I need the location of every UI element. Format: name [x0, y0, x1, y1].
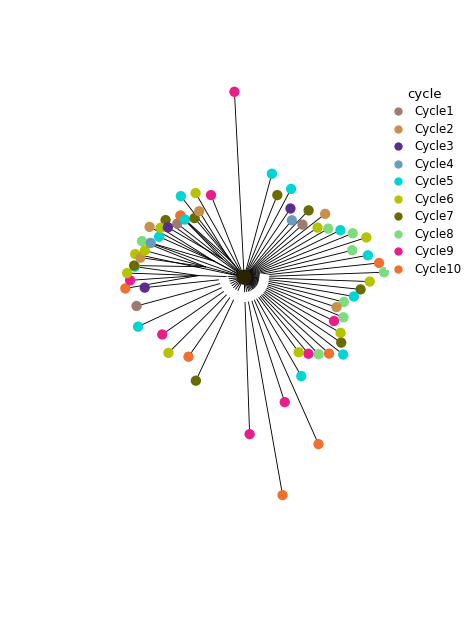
Point [130, 260, 138, 271]
Point [350, 291, 357, 301]
Point [146, 238, 154, 248]
Legend: Cycle1, Cycle2, Cycle3, Cycle4, Cycle5, Cycle6, Cycle7, Cycle8, Cycle9, Cycle10: Cycle1, Cycle2, Cycle3, Cycle4, Cycle5, … [382, 83, 467, 280]
Point [173, 218, 181, 228]
Point [207, 190, 215, 200]
Point [348, 245, 356, 255]
Point [281, 397, 289, 407]
Point [324, 223, 332, 234]
Point [315, 439, 322, 449]
Point [162, 215, 169, 225]
Point [181, 214, 189, 225]
Point [340, 312, 347, 323]
Point [185, 351, 192, 362]
Point [325, 349, 333, 359]
Point [305, 205, 312, 216]
Point [141, 282, 148, 292]
Point [364, 250, 372, 260]
Point [333, 302, 340, 312]
Point [158, 330, 166, 340]
Point [141, 245, 149, 255]
Point [339, 349, 347, 360]
Point [147, 238, 155, 248]
Point [375, 258, 383, 268]
Point [155, 232, 163, 242]
Point [131, 249, 139, 259]
Point [315, 349, 322, 359]
Point [131, 262, 138, 272]
Point [287, 204, 294, 214]
Point [123, 268, 131, 278]
Point [157, 223, 164, 233]
Point [295, 347, 302, 357]
Point [337, 328, 345, 338]
Point [138, 236, 146, 246]
Point [273, 190, 281, 200]
Point [287, 184, 295, 194]
Point [177, 211, 184, 221]
Point [279, 490, 286, 500]
Point [363, 232, 370, 243]
Point [314, 223, 321, 233]
Point [357, 284, 365, 294]
Point [340, 297, 348, 307]
Point [380, 267, 388, 277]
Point [191, 213, 198, 223]
Point [337, 337, 345, 348]
Point [126, 275, 134, 285]
Point [288, 215, 296, 225]
Point [134, 321, 142, 332]
Point [195, 206, 203, 216]
Point [164, 222, 172, 232]
Point [192, 188, 200, 198]
Point [164, 348, 172, 358]
Point [299, 220, 306, 230]
Point [240, 272, 248, 282]
Point [268, 168, 276, 179]
Point [305, 349, 312, 359]
Point [137, 253, 144, 263]
Point [146, 222, 154, 232]
Point [246, 429, 254, 439]
Point [366, 276, 374, 287]
Point [349, 228, 356, 239]
Point [321, 209, 329, 219]
Point [298, 371, 305, 381]
Point [337, 225, 344, 236]
Point [133, 301, 140, 311]
Point [177, 191, 185, 201]
Point [192, 376, 200, 386]
Point [231, 86, 238, 97]
Point [330, 316, 338, 326]
Point [177, 211, 184, 221]
Point [121, 284, 129, 294]
